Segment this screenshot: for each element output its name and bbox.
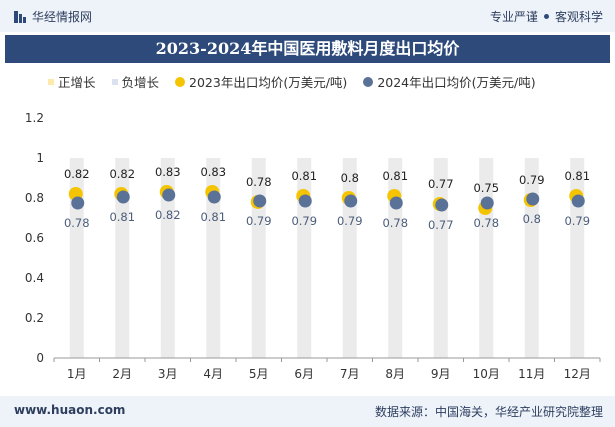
point-2024 bbox=[389, 196, 403, 210]
legend-item-neg-growth: 负增长 bbox=[111, 72, 160, 91]
point-2024 bbox=[571, 194, 585, 208]
data-label-2023: 0.79 bbox=[519, 173, 545, 187]
background-bar bbox=[115, 158, 130, 358]
legend-marker-2023 bbox=[175, 76, 186, 87]
data-label-2024: 0.8 bbox=[523, 212, 541, 226]
legend: 正增长 负增长 2023年出口均价(万美元/吨) 2024年出口均价(万美元/吨… bbox=[48, 72, 536, 91]
data-label-2023: 0.81 bbox=[291, 169, 317, 183]
data-label-2024: 0.82 bbox=[155, 208, 181, 222]
data-label-2023: 0.75 bbox=[473, 181, 499, 195]
top-bar: 华经情报网 专业严谨 客观科学 bbox=[0, 0, 615, 32]
data-label-2024: 0.78 bbox=[473, 216, 499, 230]
data-label-2024: 0.79 bbox=[337, 214, 363, 228]
footer-source: 数据来源：中国海关，华经产业研究院整理 bbox=[374, 405, 603, 419]
data-label-2024: 0.79 bbox=[246, 214, 272, 228]
background-bar bbox=[160, 158, 175, 358]
x-tick-label: 2月 bbox=[112, 367, 132, 381]
logo-icon bbox=[14, 10, 26, 23]
y-tick-label: 0.6 bbox=[25, 231, 44, 245]
data-label-2023: 0.82 bbox=[109, 167, 135, 181]
point-2024 bbox=[480, 196, 494, 210]
background-bar bbox=[342, 158, 357, 358]
y-tick-label: 1 bbox=[36, 151, 44, 165]
data-label-2023: 0.81 bbox=[382, 169, 408, 183]
point-2024 bbox=[298, 194, 312, 208]
footer-site[interactable]: www.huaon.com bbox=[14, 403, 126, 417]
background-bar bbox=[206, 158, 221, 358]
y-tick-label: 0.4 bbox=[25, 271, 44, 285]
data-label-2024: 0.78 bbox=[64, 216, 90, 230]
data-label-2024: 0.77 bbox=[428, 218, 454, 232]
brand-name: 华经情报网 bbox=[32, 10, 93, 24]
chart-title: 2023-2024年中国医用敷料月度出口均价 bbox=[5, 35, 610, 63]
x-tick-label: 3月 bbox=[158, 367, 178, 381]
x-tick-label: 12月 bbox=[564, 367, 591, 381]
legend-marker-2024 bbox=[363, 76, 374, 87]
point-2024 bbox=[207, 190, 221, 204]
legend-item-pos-growth: 正增长 bbox=[48, 72, 96, 91]
x-tick-label: 1月 bbox=[67, 367, 87, 381]
point-2024 bbox=[71, 196, 85, 210]
x-tick-label: 8月 bbox=[385, 367, 405, 381]
data-label-2023: 0.8 bbox=[341, 171, 359, 185]
x-tick-label: 11月 bbox=[518, 367, 545, 381]
brand[interactable]: 华经情报网 bbox=[14, 8, 92, 25]
data-label-2024: 0.79 bbox=[291, 214, 317, 228]
point-2024 bbox=[435, 198, 449, 212]
x-tick-label: 9月 bbox=[431, 367, 451, 381]
legend-item-2023: 2023年出口均价(万美元/吨) bbox=[175, 72, 347, 91]
data-label-2023: 0.83 bbox=[155, 165, 181, 179]
x-tick-label: 7月 bbox=[340, 367, 360, 381]
data-label-2024: 0.79 bbox=[564, 214, 590, 228]
data-label-2023: 0.83 bbox=[200, 165, 226, 179]
point-2024 bbox=[526, 192, 540, 206]
legend-label-2024: 2024年出口均价(万美元/吨) bbox=[377, 75, 536, 90]
x-tick-label: 6月 bbox=[294, 367, 314, 381]
legend-swatch-neg-growth bbox=[111, 78, 118, 85]
x-tick-label: 5月 bbox=[249, 367, 269, 381]
point-2024 bbox=[116, 190, 130, 204]
legend-item-2024: 2024年出口均价(万美元/吨) bbox=[363, 72, 536, 91]
legend-label-neg-growth: 负增长 bbox=[121, 75, 160, 90]
footer: www.huaon.com 数据来源：中国海关，华经产业研究院整理 bbox=[0, 396, 615, 427]
x-tick-label: 4月 bbox=[203, 367, 223, 381]
legend-label-pos-growth: 正增长 bbox=[58, 75, 96, 90]
data-label-2023: 0.78 bbox=[246, 175, 272, 189]
legend-swatch-pos-growth bbox=[48, 78, 54, 85]
x-tick-label: 10月 bbox=[473, 367, 500, 381]
bullet-icon bbox=[543, 14, 549, 19]
tagline-right: 客观科学 bbox=[554, 10, 603, 24]
point-2024 bbox=[344, 194, 358, 208]
y-tick-label: 0 bbox=[36, 351, 44, 365]
point-2024 bbox=[253, 194, 267, 208]
y-tick-label: 1.2 bbox=[25, 111, 44, 125]
tagline-left: 专业严谨 bbox=[489, 10, 538, 24]
background-bar bbox=[524, 158, 539, 358]
background-bar bbox=[388, 158, 403, 358]
y-tick-label: 0.8 bbox=[25, 191, 44, 205]
data-label-2023: 0.81 bbox=[564, 169, 590, 183]
point-2024 bbox=[162, 188, 176, 202]
tagline: 专业严谨 客观科学 bbox=[490, 8, 603, 25]
background-bar bbox=[297, 158, 312, 358]
data-label-2024: 0.81 bbox=[200, 210, 226, 224]
data-label-2024: 0.81 bbox=[109, 210, 135, 224]
data-label-2023: 0.82 bbox=[64, 167, 90, 181]
data-label-2024: 0.78 bbox=[382, 216, 408, 230]
data-label-2023: 0.77 bbox=[428, 177, 454, 191]
chart-area: 00.20.40.60.811.21月 2月 3月 4月 5月 6月 7月 8月 9月 10月 11… bbox=[25, 111, 601, 381]
y-tick-label: 0.2 bbox=[25, 311, 44, 325]
legend-label-2023: 2023年出口均价(万美元/吨) bbox=[189, 75, 348, 90]
background-bar bbox=[570, 158, 585, 358]
